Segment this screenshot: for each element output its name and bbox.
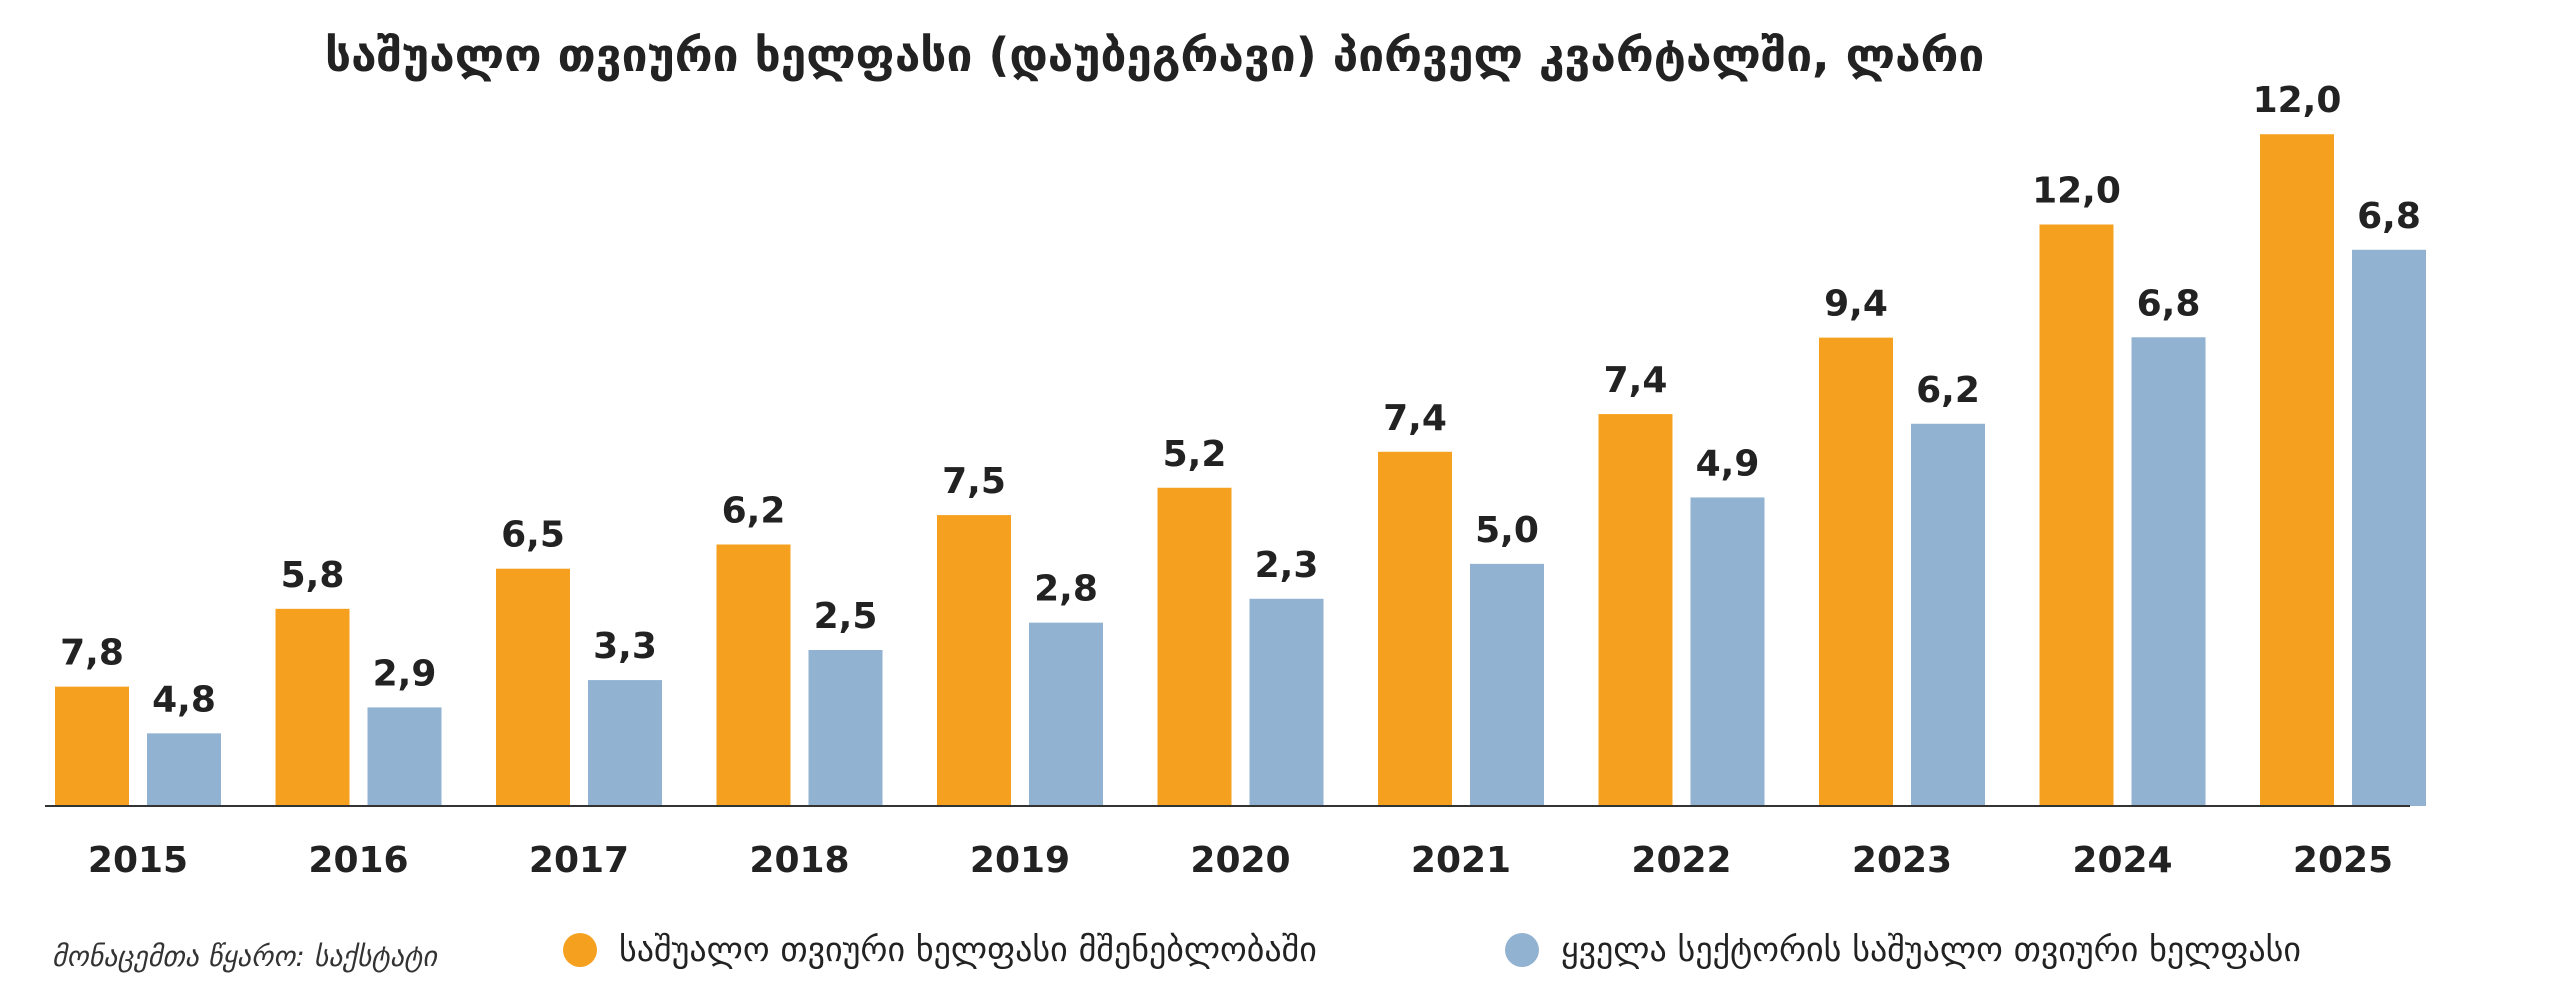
data-label-all-sectors-2016: 2,9 (373, 653, 437, 694)
data-label-all-sectors-2023: 6,2 (1916, 370, 1980, 411)
x-tick-label-2015: 2015 (88, 840, 188, 881)
data-label-construction-2022: 7,4 (1604, 360, 1668, 401)
bar-construction-2022 (1598, 414, 1673, 806)
x-tick-label-2022: 2022 (1631, 840, 1731, 881)
data-label-all-sectors-2019: 2,8 (1034, 569, 1098, 610)
data-label-construction-2025: 12,0 (2253, 80, 2342, 121)
data-label-construction-2020: 5,2 (1163, 434, 1227, 475)
bar-all-sectors-2022 (1690, 497, 1765, 806)
bar-all-sectors-2024 (2131, 337, 2206, 806)
data-label-construction-2023: 9,4 (1824, 284, 1888, 325)
data-label-all-sectors-2017: 3,3 (593, 626, 657, 667)
bar-all-sectors-2020 (1249, 598, 1324, 806)
x-tick-label-2024: 2024 (2072, 840, 2172, 881)
x-tick-label-2021: 2021 (1411, 840, 1511, 881)
bars-layer (55, 134, 2426, 807)
x-tick-label-2019: 2019 (970, 840, 1070, 881)
data-label-all-sectors-2025: 6,8 (2357, 196, 2421, 237)
bar-all-sectors-2025 (2352, 249, 2426, 807)
bar-all-sectors-2023 (1911, 423, 1985, 806)
data-label-all-sectors-2021: 5,0 (1475, 510, 1539, 551)
data-label-construction-2021: 7,4 (1383, 398, 1447, 439)
data-label-construction-2024: 12,0 (2032, 171, 2121, 212)
bar-construction-2024 (2039, 224, 2114, 806)
data-label-all-sectors-2015: 4,8 (152, 679, 216, 720)
bar-all-sectors-2016 (367, 707, 442, 806)
bar-construction-2020 (1157, 487, 1232, 806)
legend-item-construction: საშუალო თვიური ხელფასი მშენებლობაში (563, 930, 1317, 970)
bar-construction-2017 (496, 568, 570, 806)
bar-construction-2016 (275, 608, 350, 806)
x-tick-label-2016: 2016 (308, 840, 408, 881)
data-label-construction-2017: 6,5 (501, 515, 565, 556)
data-label-construction-2016: 5,8 (281, 555, 345, 596)
bar-all-sectors-2015 (147, 733, 221, 806)
bar-all-sectors-2018 (808, 649, 883, 806)
x-tick-label-2017: 2017 (529, 840, 629, 881)
bar-construction-2023 (1819, 337, 1893, 806)
bar-chart: 7,8 4,8 2015 5,8 2,9 2016 6,5 3,3 2017 6,2 2,5 2018… (45, 80, 2426, 881)
legend-label-construction: საშუალო თვიური ხელფასი მშენებლობაში (619, 930, 1317, 970)
bar-all-sectors-2019 (1029, 622, 1103, 806)
bar-construction-2015 (55, 686, 129, 806)
legend-item-all-sectors: ყველა სექტორის საშუალო თვიური ხელფასი (1505, 930, 2301, 970)
bar-all-sectors-2017 (588, 680, 662, 806)
data-label-construction-2015: 7,8 (60, 633, 124, 674)
bar-construction-2019 (937, 515, 1011, 806)
x-tick-label-2023: 2023 (1852, 840, 1952, 881)
legend-label-all-sectors: ყველა სექტორის საშუალო თვიური ხელფასი (1561, 930, 2301, 970)
x-tick-label-2025: 2025 (2293, 840, 2393, 881)
data-label-all-sectors-2020: 2,3 (1255, 545, 1319, 586)
source-note: მონაცემთა წყარო: საქსტატი (52, 940, 437, 973)
data-label-all-sectors-2018: 2,5 (814, 596, 878, 637)
legend-swatch-all-sectors (1505, 933, 1539, 967)
data-label-all-sectors-2024: 6,8 (2137, 283, 2201, 324)
chart-title: საშუალო თვიური ხელფასი (დაუბეგრავი) პირვ… (325, 28, 1985, 82)
labels-layer: 7,8 4,8 2015 5,8 2,9 2016 6,5 3,3 2017 6,2 2,5 2018… (60, 80, 2421, 881)
bar-construction-2025 (2260, 134, 2334, 806)
bar-construction-2018 (716, 544, 791, 806)
data-label-all-sectors-2022: 4,9 (1696, 443, 1760, 484)
data-label-construction-2018: 6,2 (722, 490, 786, 531)
x-tick-label-2020: 2020 (1190, 840, 1290, 881)
data-label-construction-2019: 7,5 (942, 461, 1006, 502)
legend-swatch-construction (563, 933, 597, 967)
bar-all-sectors-2021 (1470, 563, 1544, 806)
bar-construction-2021 (1378, 451, 1452, 806)
x-tick-label-2018: 2018 (749, 840, 849, 881)
